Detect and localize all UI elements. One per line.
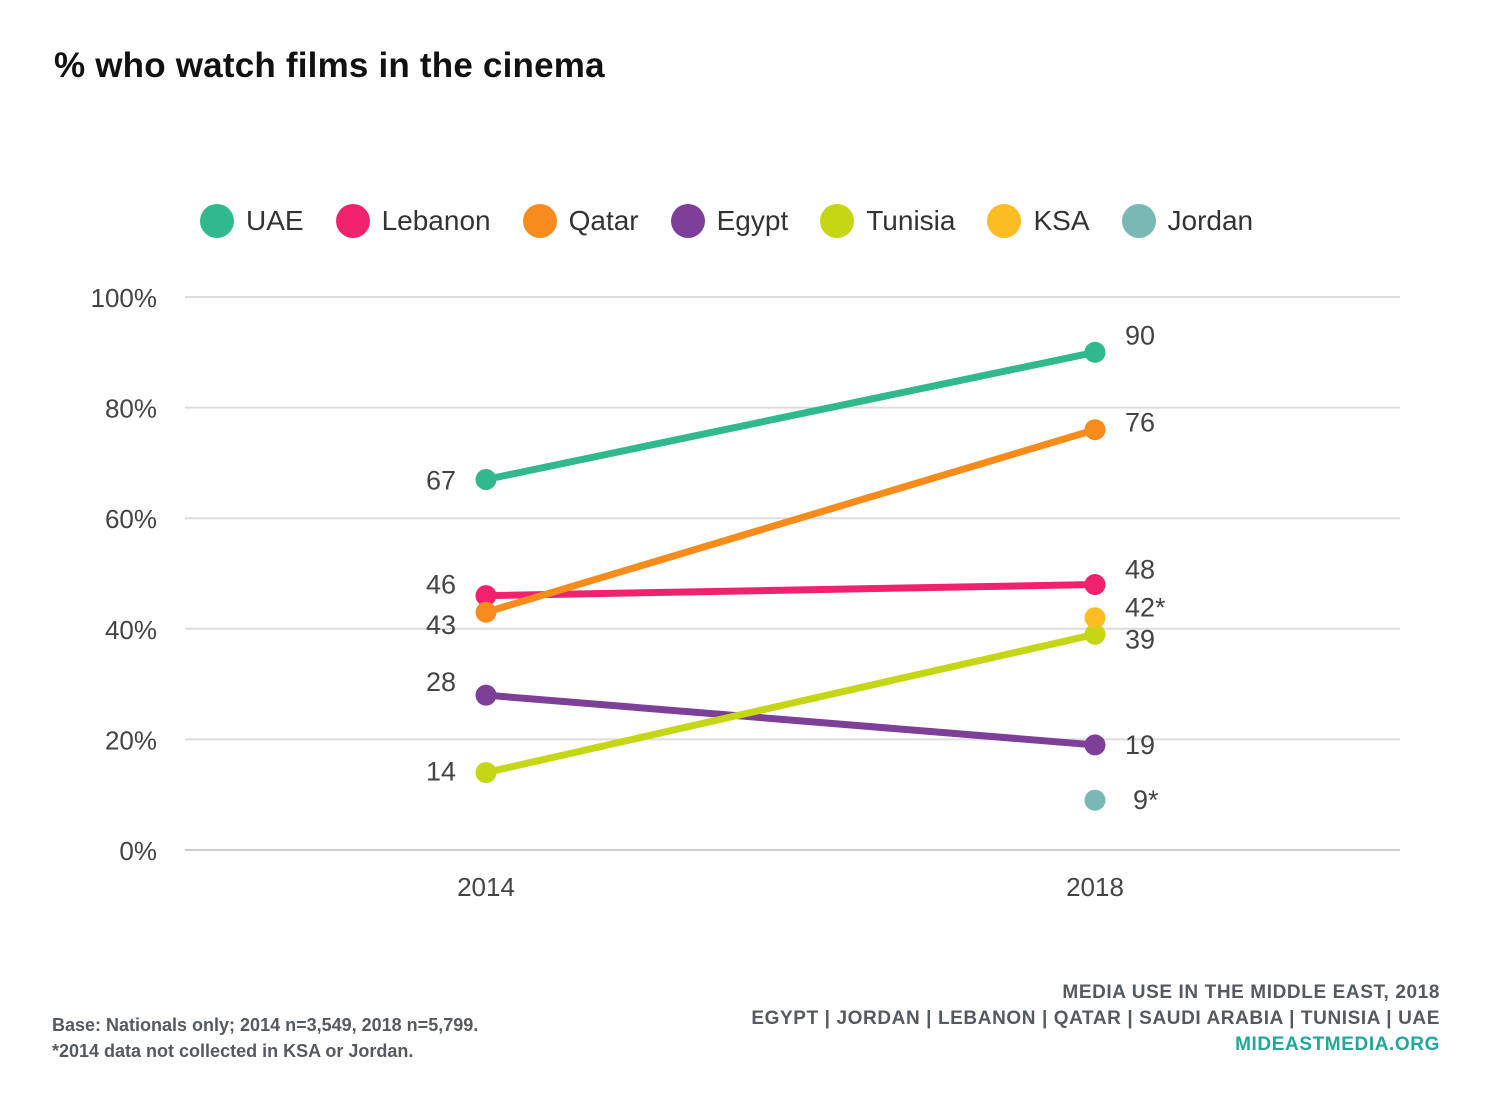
data-point-jordan-2018 <box>1084 789 1106 811</box>
chart-title: % who watch films in the cinema <box>54 46 605 85</box>
data-label: 48 <box>1125 555 1155 585</box>
series-line-uae <box>482 348 1099 483</box>
legend-item-lebanon: Lebanon <box>335 204 491 238</box>
series-line-tunisia <box>482 630 1099 777</box>
data-point-lebanon-2018 <box>1084 574 1106 596</box>
y-tick-label: 0% <box>119 836 157 866</box>
legend: UAE Lebanon Qatar Egypt Tunisia KSA Jordan <box>200 204 1285 238</box>
asterisk-note: *2014 data not collected in KSA or Jorda… <box>52 1041 414 1061</box>
data-label: 90 <box>1125 320 1155 350</box>
data-point-uae-2014 <box>475 468 497 490</box>
data-label: 28 <box>426 667 456 697</box>
data-label: 9* <box>1133 785 1159 815</box>
series-line-egypt <box>482 691 1099 749</box>
y-tick-label: 80% <box>105 394 157 424</box>
y-tick-label: 40% <box>105 615 157 645</box>
data-label: 67 <box>426 465 456 495</box>
data-point-egypt-2014 <box>475 684 497 706</box>
data-point-tunisia-2018 <box>1084 623 1106 645</box>
source-countries: EGYPT | JORDAN | LEBANON | QATAR | SAUDI… <box>751 1008 1440 1029</box>
legend-item-uae: UAE <box>200 204 304 238</box>
data-point-uae-2018 <box>1084 341 1106 363</box>
legend-label: UAE <box>246 205 304 236</box>
legend-label: Jordan <box>1167 205 1254 236</box>
data-point-qatar-2018 <box>1084 419 1106 441</box>
y-tick-label: 60% <box>105 504 157 534</box>
legend-swatch <box>1121 204 1156 238</box>
legend-swatch <box>522 204 557 238</box>
data-point-qatar-2014 <box>475 601 497 623</box>
data-label: 76 <box>1125 408 1155 438</box>
legend-swatch <box>987 204 1022 238</box>
x-tick-label: 2018 <box>1066 872 1124 902</box>
legend-label: KSA <box>1033 205 1090 236</box>
data-label: 14 <box>426 757 456 787</box>
source-title: MEDIA USE IN THE MIDDLE EAST, 2018 <box>1062 982 1440 1003</box>
base-note: Base: Nationals only; 2014 n=3,549, 2018… <box>52 1015 479 1035</box>
legend-item-jordan: Jordan <box>1121 204 1254 238</box>
series-line-lebanon <box>482 581 1099 600</box>
legend-label: Lebanon <box>381 205 491 236</box>
data-label: 39 <box>1125 624 1155 654</box>
legend-swatch <box>670 204 705 238</box>
data-label: 42* <box>1125 593 1166 623</box>
data-label: 43 <box>426 610 456 640</box>
data-label: 19 <box>1125 730 1155 760</box>
legend-item-ksa: KSA <box>987 204 1090 238</box>
data-label: 46 <box>426 570 456 600</box>
legend-label: Egypt <box>716 205 789 236</box>
legend-swatch <box>200 204 234 238</box>
legend-swatch <box>820 204 855 238</box>
source-site: MIDEASTMEDIA.ORG <box>1235 1034 1440 1055</box>
legend-item-tunisia: Tunisia <box>820 204 955 238</box>
legend-label: Tunisia <box>866 205 956 236</box>
footnote: Base: Nationals only; 2014 n=3,549, 2018… <box>52 1012 478 1064</box>
y-tick-label: 20% <box>105 725 157 755</box>
series-line-qatar <box>482 426 1099 616</box>
data-point-egypt-2018 <box>1084 734 1106 756</box>
data-point-tunisia-2014 <box>475 762 497 784</box>
data-point-ksa-2018 <box>1084 607 1106 629</box>
legend-label: Qatar <box>568 205 639 236</box>
x-tick-label: 2014 <box>457 872 515 902</box>
legend-item-egypt: Egypt <box>670 204 789 238</box>
y-tick-label: 100% <box>91 283 158 313</box>
legend-swatch <box>335 204 370 238</box>
source-block: MEDIA USE IN THE MIDDLE EAST, 2018 EGYPT… <box>751 980 1440 1058</box>
legend-item-qatar: Qatar <box>522 204 639 238</box>
data-point-lebanon-2014 <box>475 585 497 607</box>
